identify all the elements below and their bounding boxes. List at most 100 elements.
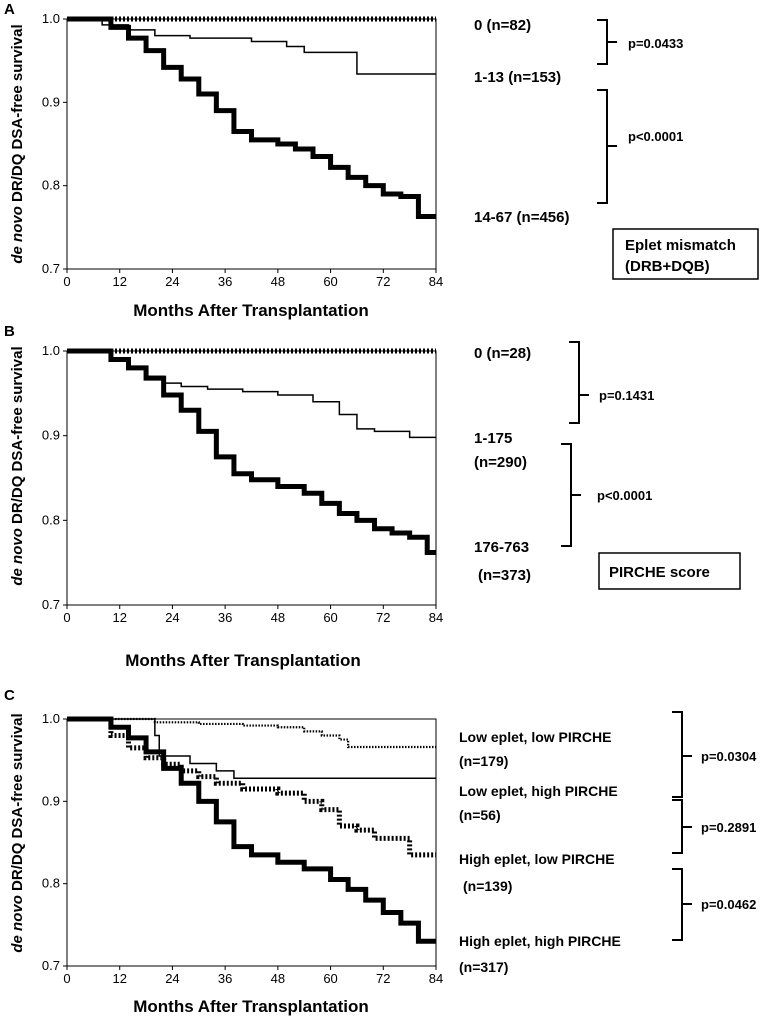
group-label: Low eplet, high PIRCHE <box>459 783 618 799</box>
bracket <box>569 341 589 424</box>
group-label: High eplet, high PIRCHE <box>459 933 621 949</box>
bracket <box>561 443 581 547</box>
y-tick-label: 1.0 <box>42 11 60 26</box>
p-value: p=0.0304 <box>701 749 757 764</box>
y-axis-title-italic: de novo <box>9 895 26 953</box>
group-label: (n=290) <box>474 454 527 471</box>
x-tick-label: 12 <box>112 971 126 986</box>
label-box-line: (DRB+DQB) <box>625 258 710 275</box>
y-tick-label: 0.8 <box>42 178 60 193</box>
survival-curve <box>67 717 436 749</box>
x-tick-label: 84 <box>429 274 443 289</box>
survival-curve <box>67 16 436 219</box>
x-axis-title-a: Months After Transplantation <box>133 301 369 320</box>
axes-frame <box>66 18 437 270</box>
y-axis-title-rest: DR/DQ DSA-free survival <box>9 713 26 895</box>
y-tick-label: 0.9 <box>42 94 60 109</box>
y-axis-title-italic: de novo <box>9 528 26 586</box>
x-tick-label: 84 <box>429 971 443 986</box>
plot-area-b: 0 12 24 36 48 60 72 84 0.7 0.8 0.9 1.0 <box>42 343 443 625</box>
x-tick-label: 12 <box>112 274 126 289</box>
bracket <box>672 711 692 798</box>
y-tick-label: 1.0 <box>42 711 60 726</box>
x-tick-label: 0 <box>63 971 70 986</box>
y-axis-title-a: de novo DR/DQ DSA-free survival <box>9 24 26 263</box>
survival-curve <box>67 716 436 858</box>
y-axis-title-rest: DR/DQ DSA-free survival <box>9 346 26 528</box>
label-box <box>598 552 741 590</box>
group-label: (n=139) <box>463 878 512 894</box>
x-tick-label: 36 <box>218 971 232 986</box>
axes-frame <box>66 718 437 967</box>
x-tick-label: 84 <box>429 610 443 625</box>
y-axis-title-c: de novo DR/DQ DSA-free survival <box>9 713 26 952</box>
p-value: p=0.1431 <box>599 388 654 403</box>
group-label: (n=317) <box>459 959 508 975</box>
panel-a: A 0 12 24 36 48 60 72 84 0.7 0.8 0.9 1.0 Months Aft… <box>4 1 759 320</box>
x-axis-title-c: Months After Transplantation <box>133 997 369 1016</box>
group-label: High eplet, low PIRCHE <box>459 851 615 867</box>
x-tick-label: 36 <box>218 274 232 289</box>
survival-curve <box>67 718 436 780</box>
y-tick-label: 1.0 <box>42 343 60 358</box>
y-tick-label: 0.9 <box>42 793 60 808</box>
panel-c: C 0 12 24 36 48 60 72 84 0.7 0.8 0.9 1.0 Months Aft… <box>4 687 757 1016</box>
y-tick-label: 0.8 <box>42 876 60 891</box>
group-label: 1-13 (n=153) <box>474 69 561 86</box>
x-tick-label: 60 <box>323 610 337 625</box>
x-tick-label: 60 <box>323 971 337 986</box>
bracket <box>597 19 617 65</box>
x-tick-label: 48 <box>271 971 285 986</box>
label-box <box>612 228 759 280</box>
y-tick-label: 0.8 <box>42 512 60 527</box>
y-tick-label: 0.9 <box>42 428 60 443</box>
p-value: p<0.0001 <box>597 488 652 503</box>
y-axis-title-rest: DR/DQ DSA-free survival <box>9 24 26 206</box>
x-tick-label: 36 <box>218 610 232 625</box>
p-value: p=0.0462 <box>701 897 756 912</box>
p-value: p<0.0001 <box>628 129 683 144</box>
bracket <box>672 868 692 941</box>
x-tick-label: 60 <box>323 274 337 289</box>
survival-curve <box>67 348 436 556</box>
label-box-line: Eplet mismatch <box>625 237 736 254</box>
x-tick-label: 0 <box>63 274 70 289</box>
p-value: p=0.0433 <box>628 36 683 51</box>
group-label: 14-67 (n=456) <box>474 209 569 226</box>
x-tick-label: 48 <box>271 274 285 289</box>
bracket <box>672 799 692 854</box>
panel-label-a: A <box>4 1 15 18</box>
group-label: Low eplet, low PIRCHE <box>459 729 611 745</box>
plot-area-c: 0 12 24 36 48 60 72 84 0.7 0.8 0.9 1.0 <box>42 711 443 986</box>
group-label: (n=56) <box>459 807 501 823</box>
y-tick-label: 0.7 <box>42 597 60 612</box>
panel-b: B 0 12 24 36 48 60 72 84 0.7 0.8 0.9 1.0 Months Aft… <box>4 323 741 670</box>
y-axis-title-b: de novo DR/DQ DSA-free survival <box>9 346 26 585</box>
x-tick-label: 48 <box>271 610 285 625</box>
x-axis-title-b: Months After Transplantation <box>125 651 361 670</box>
group-label: (n=179) <box>459 753 508 769</box>
plot-area-a: 0 12 24 36 48 60 72 84 0.7 0.8 0.9 1.0 <box>42 11 443 289</box>
y-axis-title-italic: de novo <box>9 206 26 264</box>
x-tick-label: 72 <box>376 610 390 625</box>
group-label: 0 (n=82) <box>474 17 531 34</box>
x-tick-label: 72 <box>376 274 390 289</box>
panel-label-c: C <box>4 687 15 704</box>
p-value: p=0.2891 <box>701 820 756 835</box>
x-tick-label: 24 <box>165 971 179 986</box>
group-label: 1-175 <box>474 430 512 447</box>
y-tick-label: 0.7 <box>42 261 60 276</box>
x-tick-label: 0 <box>63 610 70 625</box>
group-label: 176-763 <box>474 539 529 556</box>
x-tick-label: 24 <box>165 274 179 289</box>
group-label: 0 (n=28) <box>474 345 531 362</box>
x-tick-label: 72 <box>376 971 390 986</box>
x-tick-label: 24 <box>165 610 179 625</box>
bracket <box>597 89 617 204</box>
x-tick-label: 12 <box>112 610 126 625</box>
survival-curve <box>67 716 436 944</box>
survival-curve <box>67 350 436 439</box>
panel-label-b: B <box>4 323 15 340</box>
y-tick-label: 0.7 <box>42 958 60 973</box>
